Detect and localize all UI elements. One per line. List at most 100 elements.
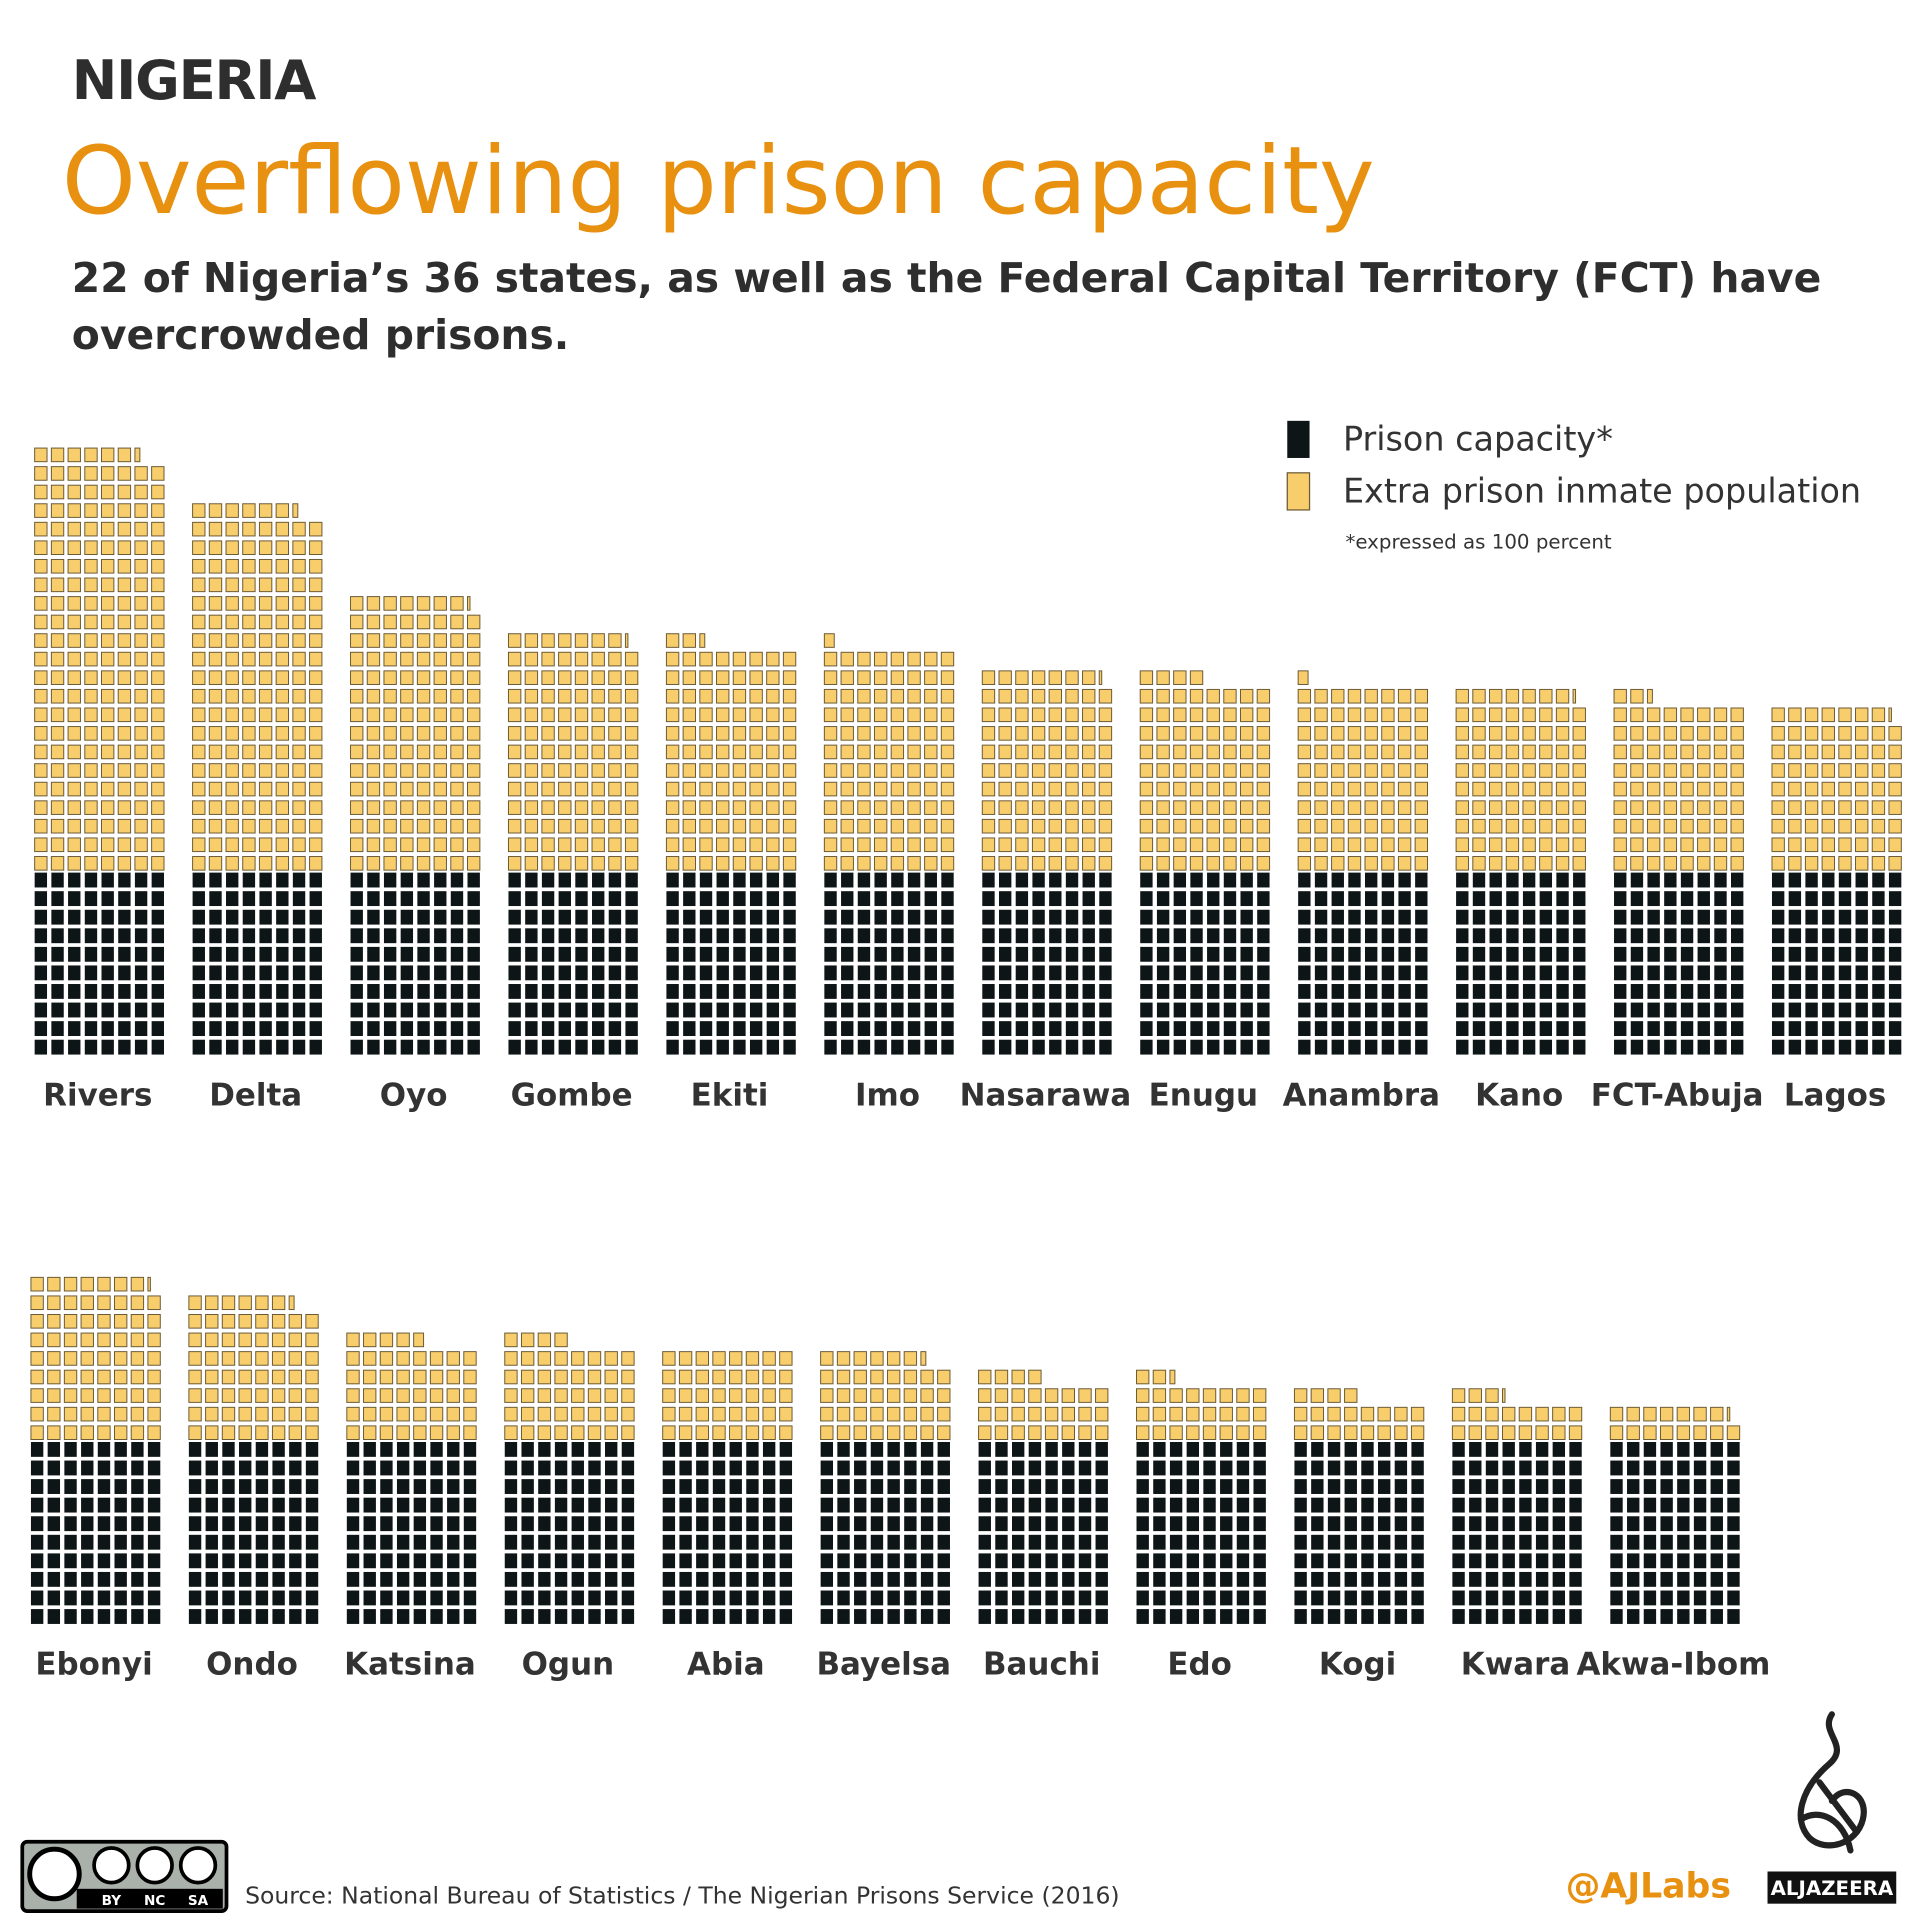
- extra-square: [258, 670, 273, 685]
- capacity-square: [1377, 1553, 1391, 1569]
- capacity-square: [209, 909, 222, 925]
- extra-square: [624, 781, 639, 797]
- extra-square: [1202, 1425, 1217, 1441]
- capacity-square: [592, 872, 605, 888]
- capacity-square: [1314, 1021, 1328, 1037]
- capacity-square: [1398, 1021, 1411, 1037]
- capacity-square: [696, 1460, 709, 1476]
- capacity-square: [608, 1021, 622, 1037]
- extra-square: [1297, 781, 1312, 797]
- extra-square: [151, 707, 165, 723]
- extra-square: [1252, 1406, 1267, 1422]
- extra-square: [749, 688, 763, 704]
- capacity-waffle: [820, 1441, 950, 1624]
- capacity-square: [1156, 928, 1170, 944]
- extra-square: [101, 800, 115, 815]
- extra-square: [1011, 1425, 1025, 1441]
- capacity-square: [209, 1039, 222, 1055]
- capacity-square: [874, 984, 887, 999]
- capacity-square: [1697, 891, 1710, 907]
- capacity-square: [289, 1571, 302, 1587]
- capacity-square: [625, 1021, 638, 1037]
- capacity-square: [783, 946, 796, 962]
- capacity-square: [762, 1571, 776, 1587]
- extra-square: [242, 614, 256, 630]
- capacity-square: [746, 1534, 759, 1550]
- extra-square: [1613, 744, 1627, 760]
- capacity-square: [1344, 1553, 1357, 1569]
- capacity-square: [783, 965, 796, 981]
- capacity-square: [151, 872, 165, 888]
- capacity-square: [762, 1497, 776, 1513]
- extra-waffle: [981, 670, 1113, 871]
- capacity-square: [733, 909, 746, 925]
- capacity-square: [541, 872, 555, 888]
- extra-square: [732, 800, 747, 815]
- capacity-square: [1253, 1441, 1266, 1457]
- capacity-square: [1822, 872, 1835, 888]
- capacity-square: [1771, 928, 1785, 944]
- extra-square: [1455, 781, 1469, 797]
- extra-square: [604, 1406, 618, 1422]
- capacity-square: [820, 1553, 834, 1569]
- capacity-square: [1298, 965, 1311, 981]
- extra-square: [591, 763, 605, 778]
- capacity-square: [874, 1002, 887, 1018]
- capacity-square: [541, 1002, 555, 1018]
- capacity-square: [1049, 946, 1062, 962]
- capacity-square: [1223, 1002, 1237, 1018]
- extra-square: [1663, 726, 1678, 741]
- capacity-square: [147, 1571, 161, 1587]
- extra-square: [1838, 856, 1852, 871]
- capacity-square: [467, 1002, 480, 1018]
- capacity-square: [1062, 1441, 1075, 1457]
- capacity-square: [188, 1460, 202, 1476]
- capacity-square: [118, 909, 131, 925]
- capacity-square: [147, 1516, 161, 1532]
- extra-square: [587, 1369, 602, 1385]
- extra-square: [998, 818, 1012, 834]
- extra-square: [682, 744, 696, 760]
- capacity-waffle: [192, 872, 322, 1055]
- extra-square: [1397, 856, 1412, 871]
- capacity-square: [1872, 946, 1885, 962]
- capacity-square: [937, 1571, 950, 1587]
- capacity-square: [1240, 965, 1253, 981]
- extra-square: [840, 818, 854, 834]
- extra-square: [450, 781, 464, 797]
- capacity-square: [1015, 984, 1029, 999]
- extra-waffle: [820, 1351, 951, 1441]
- extra-square: [749, 651, 763, 667]
- extra-square: [1663, 763, 1678, 778]
- capacity-square: [1203, 1609, 1216, 1624]
- capacity-square: [276, 965, 289, 981]
- category-label: Enugu: [1149, 1077, 1258, 1113]
- capacity-square: [1522, 1021, 1536, 1037]
- capacity-square: [1731, 965, 1744, 981]
- extra-square: [225, 856, 239, 871]
- capacity-square: [716, 909, 729, 925]
- extra-square: [695, 1351, 709, 1366]
- capacity-square: [147, 1553, 161, 1569]
- extra-square: [924, 726, 938, 741]
- extra-square: [840, 837, 854, 853]
- capacity-square: [521, 1571, 534, 1587]
- extra-square: [1485, 1425, 1499, 1441]
- capacity-square: [1015, 1021, 1029, 1037]
- capacity-square: [1236, 1571, 1250, 1587]
- extra-square: [873, 800, 888, 815]
- capacity-square: [779, 1460, 793, 1476]
- extra-square: [67, 540, 81, 556]
- extra-square: [840, 763, 854, 778]
- extra-square: [1173, 781, 1187, 797]
- extra-square: [587, 1425, 602, 1441]
- capacity-square: [1714, 872, 1727, 888]
- capacity-square: [625, 872, 638, 888]
- extra-square: [1169, 1369, 1176, 1385]
- capacity-square: [1344, 1609, 1357, 1624]
- capacity-square: [467, 872, 480, 888]
- capacity-square: [205, 1609, 218, 1624]
- extra-square: [400, 744, 414, 760]
- extra-square: [50, 466, 65, 481]
- extra-square: [1139, 670, 1154, 685]
